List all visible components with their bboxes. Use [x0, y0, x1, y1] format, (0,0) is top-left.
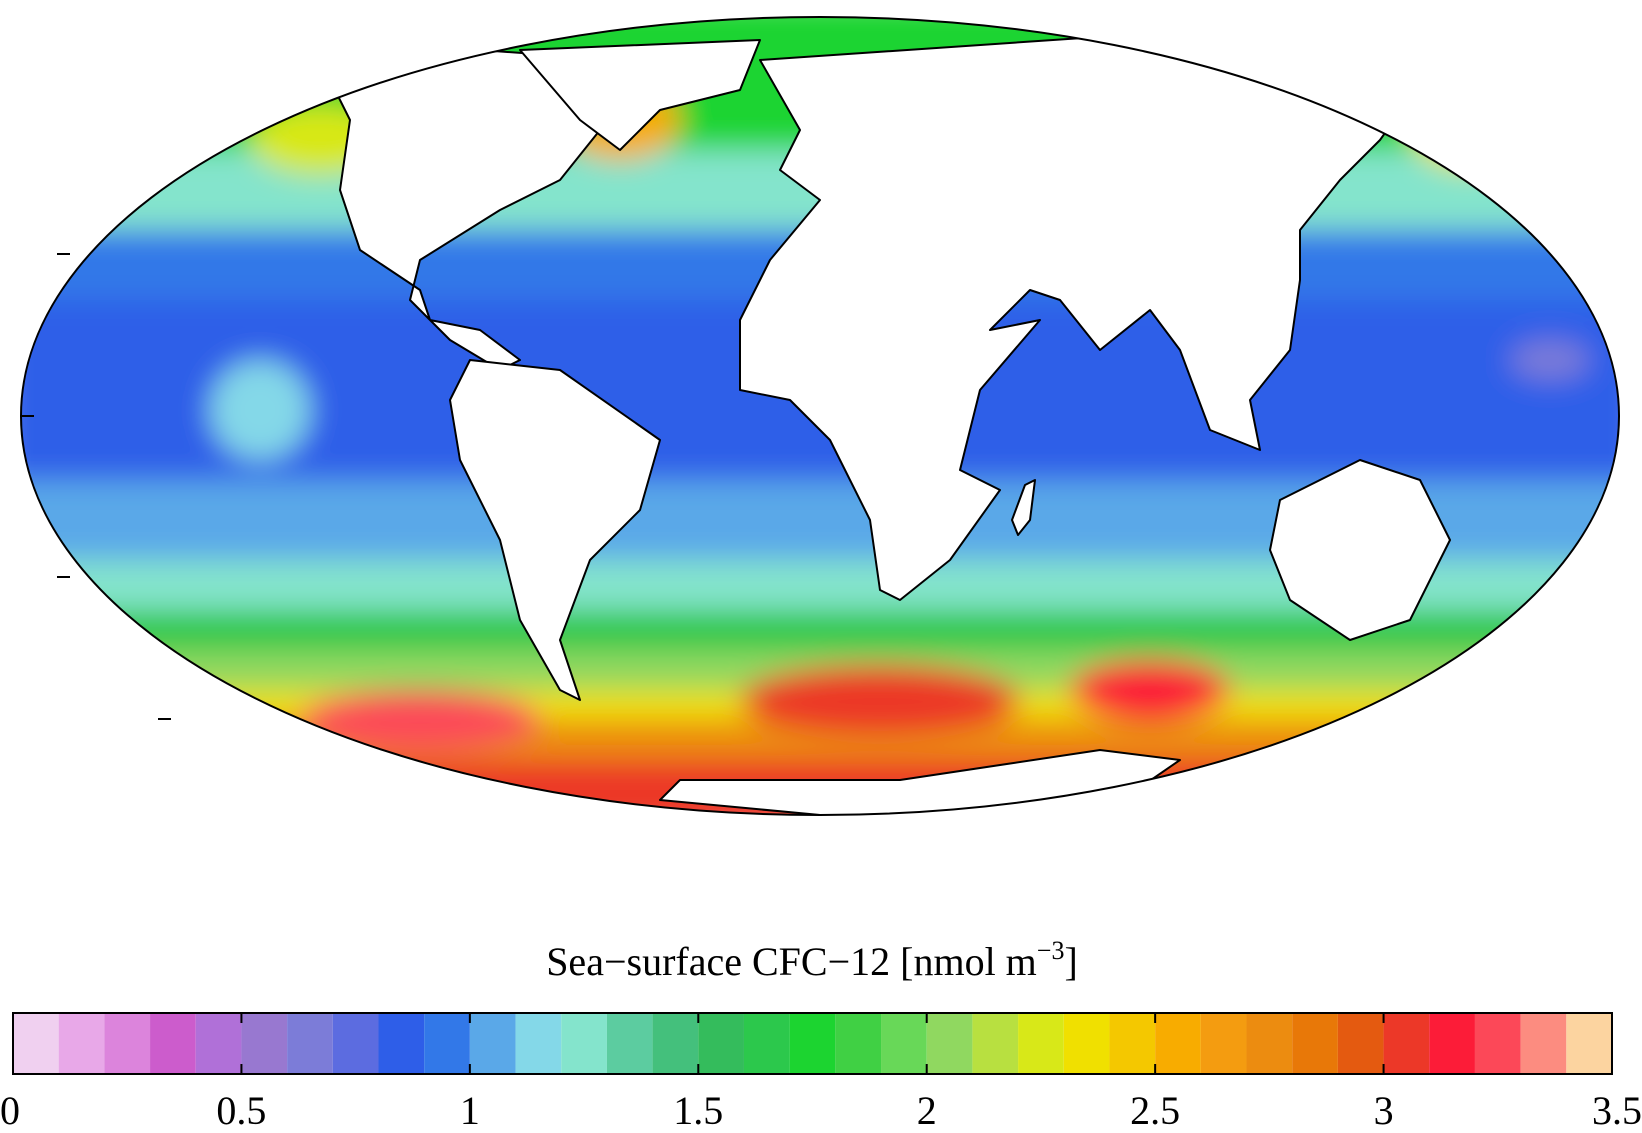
madagascar [1011, 479, 1036, 536]
colorbar-tick-label: 1.5 [673, 1088, 723, 1133]
colorbar-frame [12, 1012, 1613, 1075]
field-patch [1510, 340, 1590, 380]
south-america [449, 359, 661, 701]
colorbar-bin [1292, 1013, 1338, 1074]
colorbar-bin [332, 1013, 379, 1074]
colorbar-tick-label: 2.5 [1130, 1088, 1180, 1133]
colorbar-bin [150, 1013, 196, 1074]
colorbar-bin [561, 1013, 607, 1074]
field-patch [300, 690, 540, 750]
colorbar-bin [1429, 1013, 1475, 1074]
colorbar-bin [1155, 1013, 1201, 1074]
continents [329, 29, 1451, 815]
colorbar-bin [1566, 1013, 1612, 1074]
colorbar-bin [789, 1013, 836, 1074]
colorbar-bin [1383, 1013, 1430, 1074]
eurasia-africa [739, 29, 1431, 601]
colorbar-bin [881, 1013, 927, 1074]
colorbar-title-close: ] [1064, 939, 1077, 984]
colorbar-tick-label: 3.5 [1592, 1088, 1642, 1133]
colorbar-bin [698, 1013, 744, 1074]
map-ticks [21, 253, 171, 720]
colorbar-bin [58, 1013, 105, 1074]
colorbar-tick-label: 0.5 [216, 1088, 266, 1133]
colorbar-bin [972, 1013, 1019, 1074]
colorbar-tick-label: 3 [1374, 1088, 1394, 1133]
colorbar-tick-label: 1 [460, 1088, 480, 1133]
colorbar-bin [378, 1013, 425, 1074]
australia [1269, 459, 1451, 641]
colorbar-bin [926, 1013, 973, 1074]
colorbar-bin [104, 1013, 151, 1074]
colorbar-tick-label: 0 [0, 1088, 20, 1133]
colorbar-bin [835, 1013, 882, 1074]
colorbar-bin [1246, 1013, 1293, 1074]
colorbar-bin [195, 1013, 242, 1074]
colorbar-bin [1063, 1013, 1110, 1074]
colorbar-bin [1109, 1013, 1156, 1074]
colorbar-tick-label: 2 [917, 1088, 937, 1133]
colorbar-bin [1337, 1013, 1384, 1074]
field-patch [740, 665, 1020, 735]
colorbar-bin [652, 1013, 699, 1074]
colorbar-title-text: Sea−surface CFC−12 [nmol m [546, 939, 1037, 984]
colorbar-bin [13, 1013, 59, 1074]
colorbar-bin [287, 1013, 333, 1074]
colorbar-bin [515, 1013, 562, 1074]
colorbar-bin [1200, 1013, 1247, 1074]
field-patch [210, 360, 310, 460]
colorbar-bin [743, 1013, 790, 1074]
colorbar-bin [1474, 1013, 1521, 1074]
colorbar-bin [1018, 1013, 1064, 1074]
greenland [519, 39, 761, 151]
colorbar-bin [469, 1013, 516, 1074]
map [21, 17, 1619, 815]
colorbar-bin [606, 1013, 653, 1074]
colorbar-title-superscript: −3 [1037, 936, 1065, 965]
field-patch [1070, 660, 1230, 720]
colorbar-title: Sea−surface CFC−12 [nmol m−3] [546, 936, 1078, 984]
colorbar-bin [241, 1013, 288, 1074]
colorbar-bin [1520, 1013, 1567, 1074]
colorbar: 0 0.5 1 1.5 2 2.5 3 3.5 [0, 1012, 1642, 1133]
colorbar-bin [424, 1013, 470, 1074]
